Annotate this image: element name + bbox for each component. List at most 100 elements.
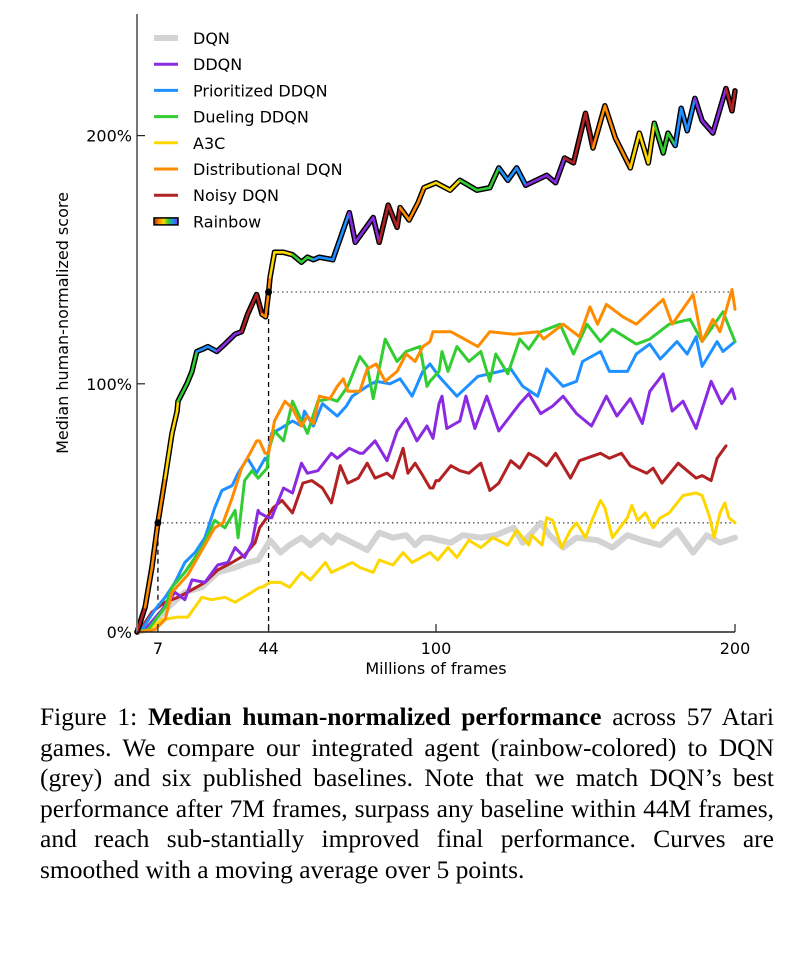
ticks: 7 44 100 200 0% 100% 200% [86,127,750,658]
series-distributional-dqn [135,288,737,634]
series-segment [185,370,194,386]
legend-label: Noisy DQN [193,186,279,205]
series-segment [386,203,399,229]
series-segment [515,166,528,187]
legend-item-ddqn: DDQN [154,55,242,74]
y-tick-label: 100% [86,375,132,394]
series-segment [347,211,357,244]
figure-caption: Figure 1: Median human-normalized perfor… [40,702,774,885]
series-segment [591,104,607,150]
legend-item-prioritized-ddqn: Prioritized DDQN [154,81,328,100]
series-segment [255,293,264,316]
legend-label: Dueling DDQN [193,108,309,127]
x-tick-label: 200 [720,639,751,658]
series-segment [398,206,411,222]
series-segment [407,201,420,222]
series-segment [572,111,587,165]
series-segment [497,166,510,182]
series-segment [488,166,501,190]
series-layer [134,85,738,635]
series-segment [458,178,479,192]
x-tick-label: 100 [421,639,452,658]
series-segment [268,250,276,279]
series-noisy-dqn [135,444,728,634]
series-segment [143,566,154,609]
legend-label: DDQN [193,55,242,74]
series-segment [422,181,438,190]
legend-item-dueling-ddqn: Dueling DDQN [154,108,309,127]
x-axis-title: Millions of frames [365,659,506,678]
series-rainbow [134,85,738,635]
series-segment [730,89,737,113]
caption-prefix: Figure 1: [40,702,148,731]
series-segment [395,206,402,229]
series-segment [264,290,270,319]
series-segment [331,211,351,262]
series-segment [603,104,617,140]
series-segment [240,313,249,333]
legend-label: DQN [193,29,230,48]
series-segment [190,350,199,373]
series-segment [638,131,650,165]
series-segment [448,178,462,192]
legend-item-rainbow: Rainbow [153,212,261,231]
series-segment [136,605,147,631]
y-tick-label: 200% [86,127,132,146]
legend-swatch [153,217,179,226]
legend-item-a3c: A3C [154,134,225,153]
y-tick-label: 0% [107,623,132,642]
series-segment [679,107,689,132]
series-segment [554,156,566,185]
caption-bold: Median human-normalized performance [147,702,602,731]
series-segment [563,156,575,165]
series-segment [685,97,697,132]
series-segment [475,186,492,192]
series-segment [724,87,734,113]
series-segment [246,293,258,316]
x-tick-label: 7 [153,639,163,658]
series-segment [584,111,595,150]
series-dueling-ddqn [135,310,737,634]
series-segment [661,131,670,155]
legend-label: Rainbow [193,212,261,231]
legend-label: Distributional DQN [193,160,343,179]
series-segment [176,382,189,403]
legend-item-noisy-dqn: Noisy DQN [154,186,279,205]
series-ddqn [135,372,737,634]
series-segment [215,342,227,353]
series-segment [353,216,375,244]
legend-item-dqn: DQN [154,29,230,48]
series-segment [163,432,174,480]
series-segment [646,121,656,165]
series-segment [524,174,548,187]
legend: DQN DDQN Prioritized DDQN Dueling DDQN A3C Di… [153,29,343,231]
series-segment [291,253,303,264]
series-segment [506,166,519,182]
series-prioritized-ddqn [135,335,737,634]
series-segment [666,131,677,147]
series-segment [156,476,167,525]
reference-point [265,288,273,296]
series-segment [545,174,557,185]
series-segment [371,216,381,244]
series-segment [673,107,683,147]
series-segment [175,399,180,413]
performance-chart: 7 44 100 200 0% 100% 200% Millions of frames M… [53,14,750,678]
series-segment [652,121,665,155]
series-segment [170,409,179,435]
series-dqn [134,519,738,635]
legend-label: A3C [193,134,225,153]
series-segment [434,181,452,192]
series-segment [700,119,715,135]
reference-points [154,288,273,527]
series-segment [282,250,294,257]
series-segment [150,521,160,569]
series-segment [206,345,219,353]
series-segment [377,203,390,244]
legend-label: Prioritized DDQN [193,81,328,100]
caption-body: across 57 Atari games. We compare our in… [40,702,774,884]
y-axis-title: Median human-normalized score [53,192,72,454]
series-segment [614,136,632,170]
legend-item-distributional-dqn: Distributional DQN [154,160,343,179]
series-segment [416,186,426,204]
